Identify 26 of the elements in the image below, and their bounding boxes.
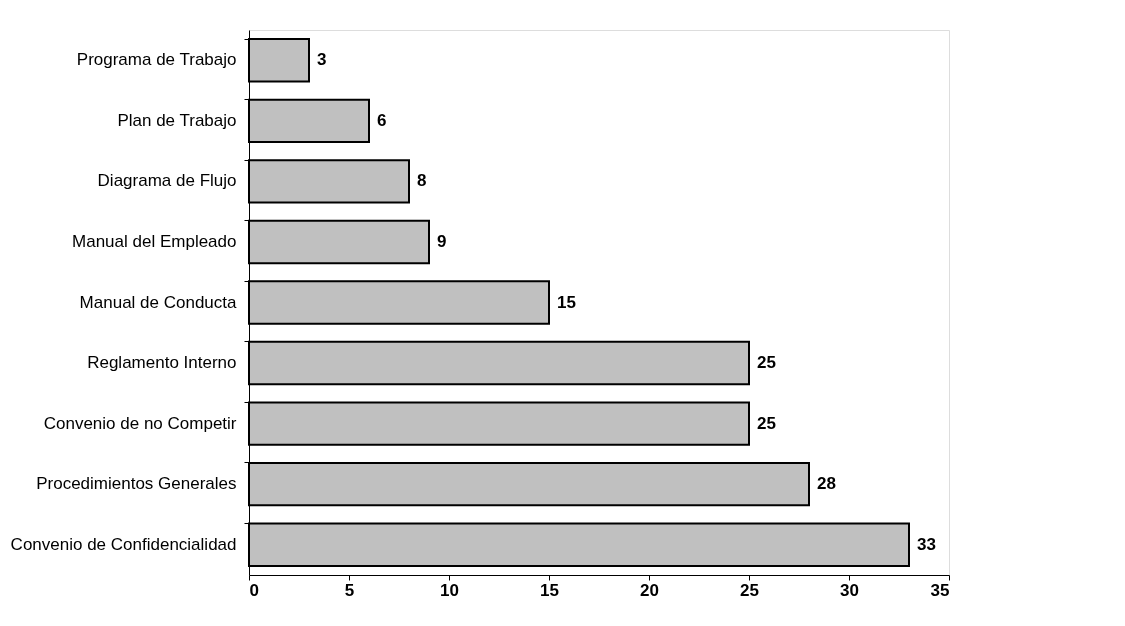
data-label: 8: [417, 171, 427, 191]
data-label: 25: [757, 353, 776, 373]
x-tick-label: 0: [249, 580, 259, 600]
x-tick-label: 30: [840, 580, 859, 600]
x-tick-label: 5: [344, 580, 355, 600]
data-label: 15: [557, 292, 576, 312]
y-tick-label: Convenio de Confidencialidad: [10, 534, 237, 554]
y-tick-label: Plan de Trabajo: [117, 110, 237, 130]
y-tick-label: Procedimientos Generales: [36, 474, 237, 494]
data-label: 25: [757, 413, 776, 433]
x-tick-label: 10: [440, 580, 459, 600]
data-label: 28: [817, 474, 836, 494]
y-tick-label: Manual del Empleado: [72, 231, 237, 251]
data-label: 6: [377, 110, 387, 130]
y-tick-label: Programa de Trabajo: [76, 50, 237, 70]
y-tick-label: Convenio de no Competir: [43, 413, 237, 433]
y-tick-label: Reglamento Interno: [87, 353, 237, 373]
x-tick-label: 20: [640, 580, 659, 600]
x-tick-label: 35: [930, 580, 950, 600]
y-tick-label: Diagrama de Flujo: [97, 171, 237, 191]
x-tick-label: 15: [540, 580, 559, 600]
y-tick-label: Manual de Conducta: [79, 292, 238, 312]
data-label: 33: [917, 534, 936, 554]
data-label: 3: [317, 50, 327, 70]
x-tick-label: 25: [740, 580, 759, 600]
data-label: 9: [437, 231, 447, 251]
